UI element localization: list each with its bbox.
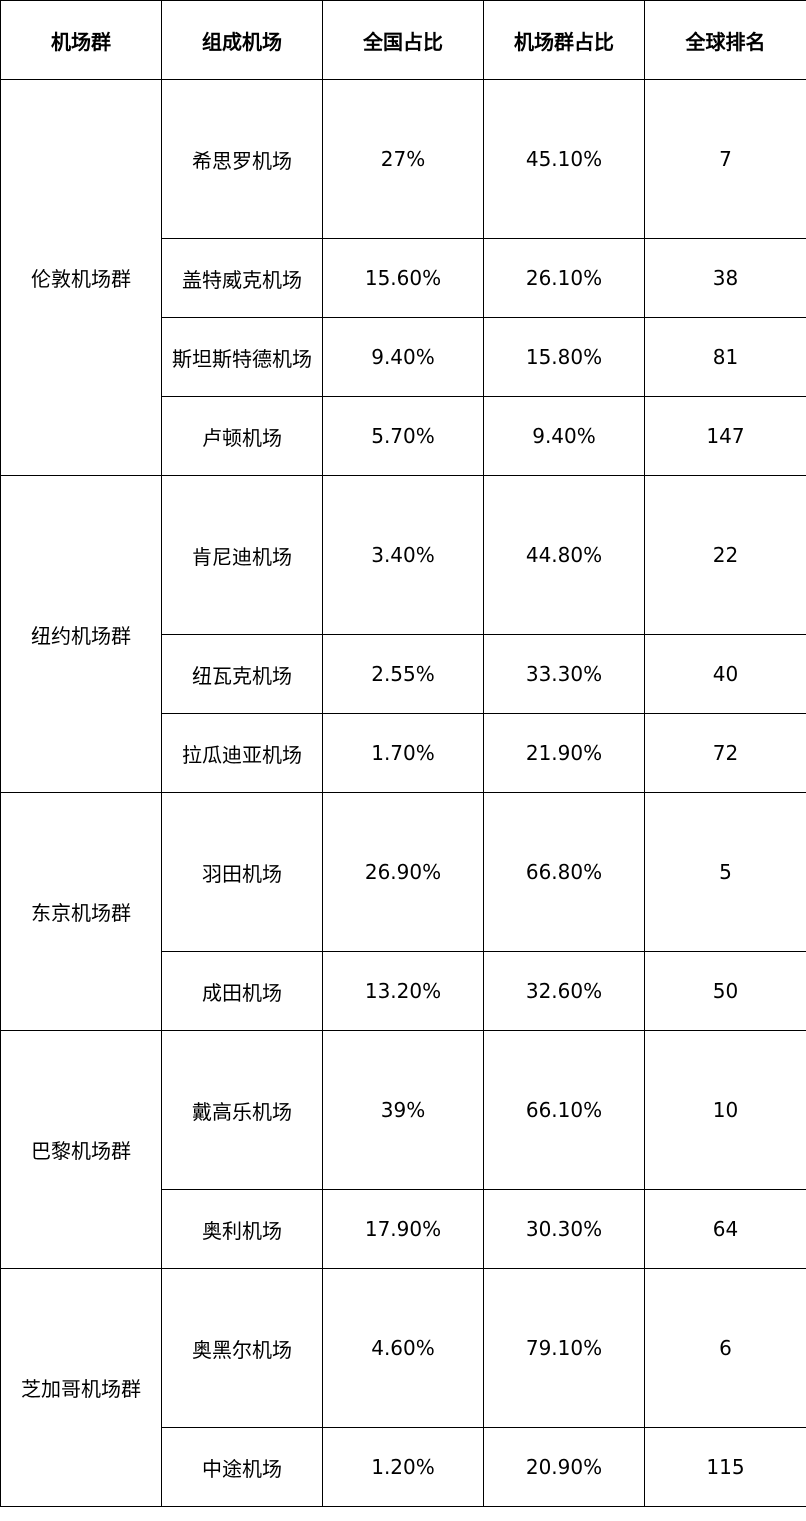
airport-name: 希思罗机场 — [161, 79, 323, 239]
national-share: 26.90% — [322, 792, 484, 952]
group-name: 东京机场群 — [0, 792, 162, 1031]
national-share: 4.60% — [322, 1268, 484, 1428]
global-rank: 50 — [644, 951, 806, 1031]
airport-name: 奥利机场 — [161, 1189, 323, 1269]
group-share: 20.90% — [483, 1427, 645, 1507]
group-share: 79.10% — [483, 1268, 645, 1428]
group-share: 9.40% — [483, 396, 645, 476]
global-rank: 38 — [644, 238, 806, 318]
header-group-share: 机场群占比 — [483, 0, 645, 80]
airport-name: 盖特威克机场 — [161, 238, 323, 318]
table-row: 奥利机场 17.90% 30.30% 64 — [1, 1189, 806, 1269]
airport-name: 肯尼迪机场 — [161, 475, 323, 635]
global-rank: 7 — [644, 79, 806, 239]
national-share: 27% — [322, 79, 484, 239]
global-rank: 115 — [644, 1427, 806, 1507]
group-name: 芝加哥机场群 — [0, 1268, 162, 1507]
national-share: 3.40% — [322, 475, 484, 635]
group-share: 44.80% — [483, 475, 645, 635]
national-share: 9.40% — [322, 317, 484, 397]
table-row: 斯坦斯特德机场 9.40% 15.80% 81 — [1, 317, 806, 397]
group-share: 15.80% — [483, 317, 645, 397]
airport-name: 成田机场 — [161, 951, 323, 1031]
national-share: 17.90% — [322, 1189, 484, 1269]
group-share: 32.60% — [483, 951, 645, 1031]
global-rank: 72 — [644, 713, 806, 793]
global-rank: 22 — [644, 475, 806, 635]
group-share: 21.90% — [483, 713, 645, 793]
group-share: 45.10% — [483, 79, 645, 239]
group-share: 66.80% — [483, 792, 645, 952]
group-name: 巴黎机场群 — [0, 1030, 162, 1269]
header-national-share: 全国占比 — [322, 0, 484, 80]
table-row: 中途机场 1.20% 20.90% 115 — [1, 1427, 806, 1507]
table-row: 纽瓦克机场 2.55% 33.30% 40 — [1, 634, 806, 714]
airport-name: 拉瓜迪亚机场 — [161, 713, 323, 793]
header-row: 机场群 组成机场 全国占比 机场群占比 全球排名 — [0, 0, 806, 80]
national-share: 5.70% — [322, 396, 484, 476]
header-group: 机场群 — [0, 0, 162, 80]
group-share: 30.30% — [483, 1189, 645, 1269]
global-rank: 81 — [644, 317, 806, 397]
national-share: 39% — [322, 1030, 484, 1190]
header-global-rank: 全球排名 — [644, 0, 806, 80]
airport-name: 奥黑尔机场 — [161, 1268, 323, 1428]
national-share: 1.70% — [322, 713, 484, 793]
airport-name: 卢顿机场 — [161, 396, 323, 476]
group-name: 伦敦机场群 — [0, 79, 162, 476]
global-rank: 10 — [644, 1030, 806, 1190]
global-rank: 6 — [644, 1268, 806, 1428]
group-share: 66.10% — [483, 1030, 645, 1190]
table-row: 纽约机场群 肯尼迪机场 3.40% 44.80% 22 — [0, 475, 806, 793]
table-row: 伦敦机场群 希思罗机场 27% 45.10% 7 — [0, 79, 806, 476]
table-row: 卢顿机场 5.70% 9.40% 147 — [1, 396, 806, 476]
table-row: 成田机场 13.20% 32.60% 50 — [1, 951, 806, 1031]
airport-name: 羽田机场 — [161, 792, 323, 952]
group-share: 33.30% — [483, 634, 645, 714]
table-row: 芝加哥机场群 奥黑尔机场 4.60% 79.10% 6 — [0, 1268, 806, 1507]
group-share: 26.10% — [483, 238, 645, 318]
global-rank: 147 — [644, 396, 806, 476]
airport-name: 中途机场 — [161, 1427, 323, 1507]
table-row: 东京机场群 羽田机场 26.90% 66.80% 5 — [0, 792, 806, 1031]
global-rank: 40 — [644, 634, 806, 714]
global-rank: 5 — [644, 792, 806, 952]
national-share: 15.60% — [322, 238, 484, 318]
national-share: 2.55% — [322, 634, 484, 714]
table-row: 巴黎机场群 戴高乐机场 39% 66.10% 10 — [0, 1030, 806, 1269]
national-share: 13.20% — [322, 951, 484, 1031]
global-rank: 64 — [644, 1189, 806, 1269]
header-airport: 组成机场 — [161, 0, 323, 80]
group-name: 纽约机场群 — [0, 475, 162, 793]
airport-name: 斯坦斯特德机场 — [161, 317, 323, 397]
airport-name: 纽瓦克机场 — [161, 634, 323, 714]
national-share: 1.20% — [322, 1427, 484, 1507]
airport-name: 戴高乐机场 — [161, 1030, 323, 1190]
table-row: 拉瓜迪亚机场 1.70% 21.90% 72 — [1, 713, 806, 793]
